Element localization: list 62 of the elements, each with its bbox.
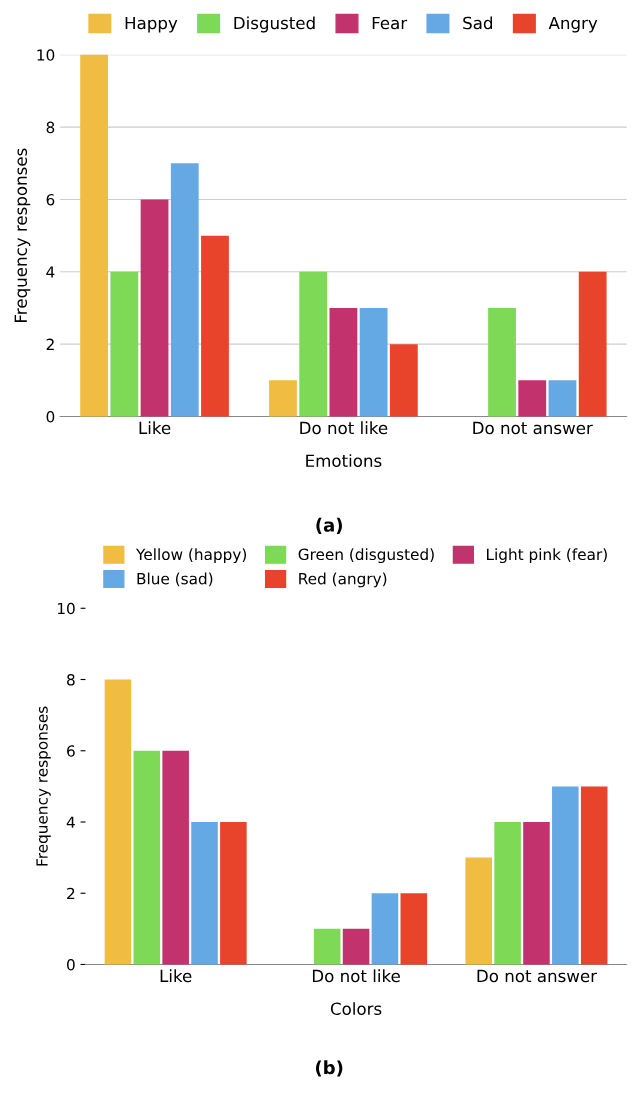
legend-label: Yellow (happy) — [136, 548, 247, 564]
bar — [170, 163, 199, 417]
y-tick-label: 0 — [46, 410, 55, 423]
bar — [548, 380, 577, 417]
bar — [162, 750, 189, 965]
legend-label: Angry — [548, 16, 598, 33]
bar — [523, 822, 550, 965]
legend-label: Green (disgusted) — [298, 548, 434, 564]
y-tick-label: 2 — [67, 887, 75, 900]
y-tick-label: 10 — [57, 602, 75, 615]
legend-label: Blue (sad) — [137, 572, 213, 587]
legend-label: Fear — [372, 16, 408, 30]
bar — [269, 380, 297, 417]
x-tick-label: Do not answer — [477, 969, 598, 983]
x-tick-label: Do not like — [300, 421, 388, 435]
x-tick-label: Like — [160, 969, 192, 983]
bar — [201, 235, 229, 417]
x-axis-title: Emotions — [306, 454, 382, 468]
bar — [552, 786, 579, 965]
bar — [342, 928, 370, 965]
y-tick-label: 2 — [46, 338, 54, 350]
bar — [313, 928, 341, 965]
y-axis-title: Frequency responses — [36, 706, 51, 866]
bar — [299, 271, 328, 417]
x-tick-label: Do not answer — [473, 421, 593, 435]
bar — [80, 54, 109, 417]
bar — [329, 307, 358, 417]
bar — [518, 380, 547, 417]
y-tick-label: 6 — [67, 745, 75, 757]
y-tick-label: 10 — [37, 49, 55, 61]
bar — [389, 344, 418, 417]
x-tick-label: Do not like — [312, 969, 400, 983]
bar — [465, 857, 493, 965]
bar — [140, 199, 169, 417]
bar — [580, 786, 608, 965]
bar — [133, 750, 161, 965]
bar — [488, 307, 516, 417]
y-tick-label: 4 — [66, 816, 75, 828]
y-tick-label: 8 — [46, 121, 55, 134]
y-tick-label: 6 — [46, 193, 55, 206]
legend-label: Happy — [125, 16, 178, 33]
text: (a) — [316, 517, 342, 534]
legend-label: Disgusted — [234, 16, 315, 33]
legend-label: Light pink (fear) — [487, 548, 607, 564]
y-tick-label: 0 — [67, 958, 75, 971]
bar — [359, 307, 388, 417]
text: (b) — [316, 1060, 343, 1077]
bar — [400, 893, 428, 965]
bar — [110, 271, 139, 417]
y-tick-label: 4 — [46, 266, 55, 278]
legend-label: Red (angry) — [299, 572, 387, 588]
y-tick-label: 8 — [67, 673, 75, 686]
x-axis-title: Colors — [330, 1002, 382, 1016]
legend-label: Sad — [463, 16, 492, 30]
bar — [191, 822, 218, 965]
bar — [371, 893, 399, 965]
bar — [104, 679, 132, 965]
y-axis-title: Frequency responses — [14, 148, 31, 322]
bar — [578, 271, 607, 417]
bar — [220, 822, 247, 965]
x-tick-label: Like — [139, 421, 171, 435]
bar — [494, 822, 521, 965]
